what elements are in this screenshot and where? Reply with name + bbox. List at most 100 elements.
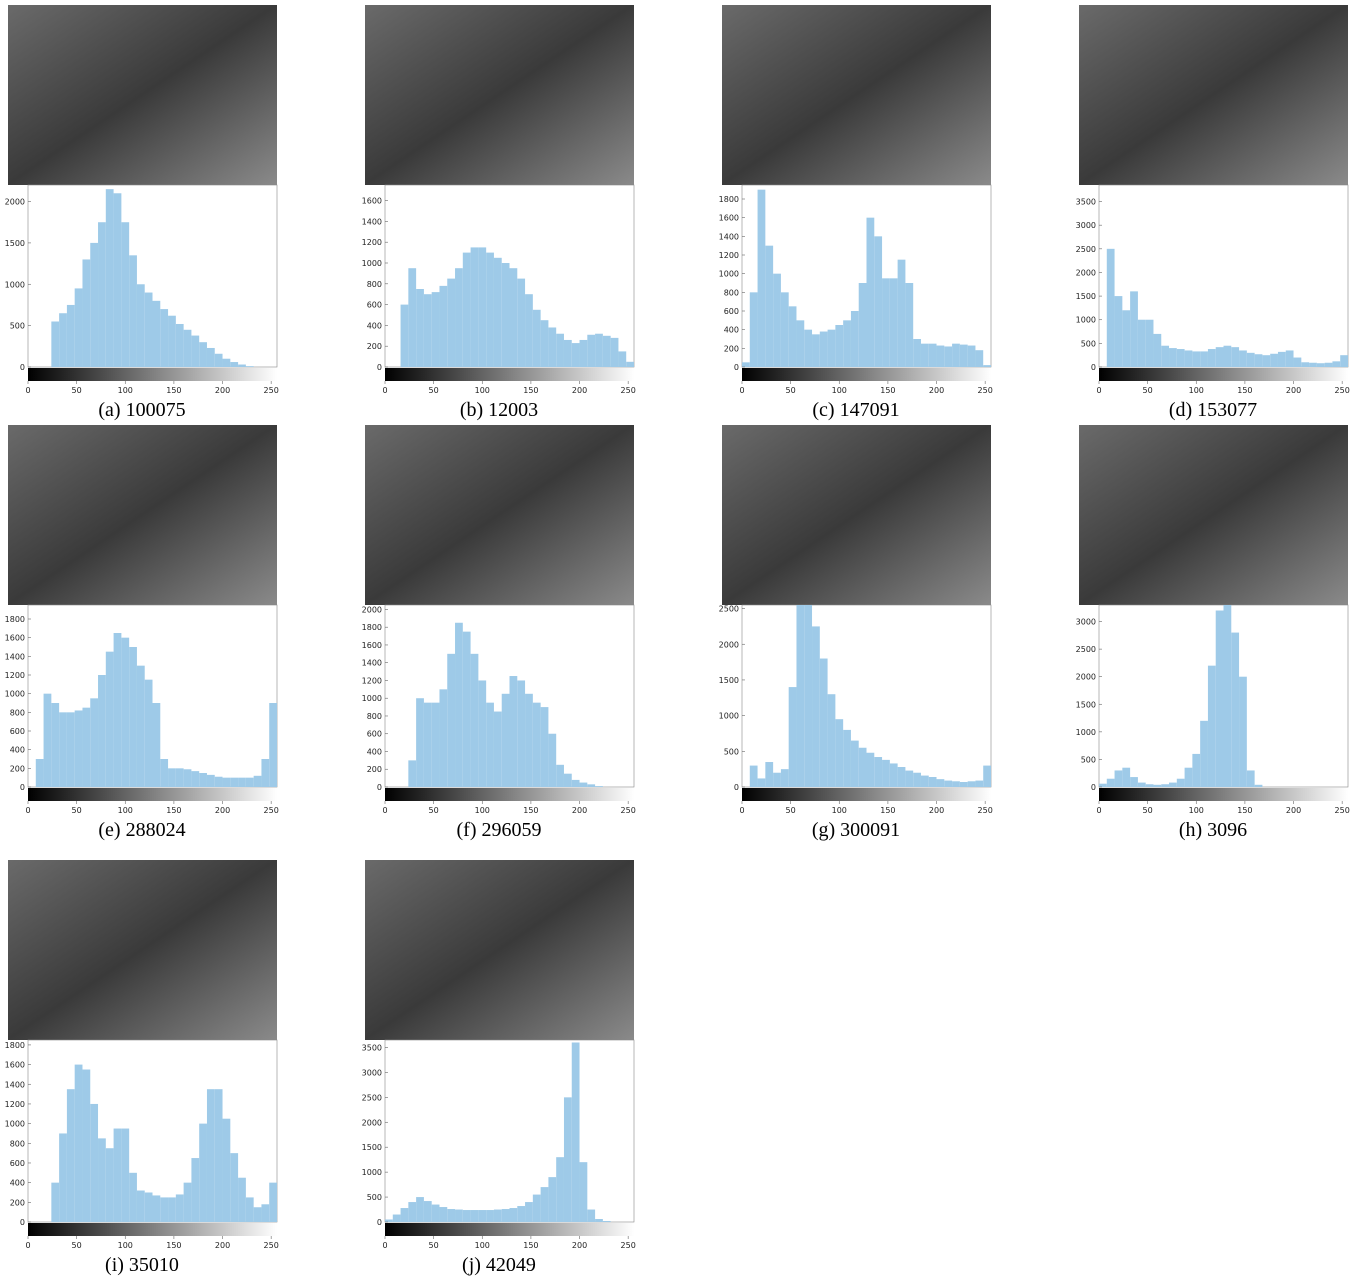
bar (494, 712, 502, 787)
bar (207, 775, 215, 787)
bar (525, 294, 533, 367)
bar (51, 703, 59, 787)
y-tick-label: 200 (367, 342, 382, 351)
bar (812, 334, 820, 367)
bar (121, 1129, 129, 1222)
bar (905, 771, 913, 787)
bar (874, 236, 882, 367)
bar (184, 330, 192, 367)
bar (207, 1089, 215, 1222)
y-tick-label: 200 (367, 765, 382, 774)
x-tick-label: 0 (382, 1241, 387, 1250)
bar (548, 1177, 556, 1222)
y-tick-label: 2000 (719, 640, 739, 649)
x-tick-label: 150 (523, 1241, 538, 1250)
x-tick-label: 100 (832, 806, 847, 815)
bar (36, 759, 44, 787)
bar (494, 258, 502, 367)
bar (215, 777, 223, 787)
y-tick-label: 500 (1081, 339, 1096, 348)
y-tick-label: 2500 (362, 1093, 382, 1102)
bar (541, 1187, 549, 1222)
bar (618, 351, 626, 367)
bar (1153, 785, 1161, 787)
bar (455, 1210, 463, 1222)
bar (1231, 633, 1239, 787)
bar (781, 769, 789, 787)
y-tick-label: 1000 (5, 280, 25, 289)
x-tick-label: 100 (475, 386, 490, 395)
x-tick-label: 100 (832, 386, 847, 395)
bar (564, 774, 572, 787)
y-tick-label: 1200 (362, 676, 382, 685)
x-tick-label: 100 (1189, 386, 1204, 395)
bar (1216, 347, 1224, 367)
y-tick-label: 1000 (5, 690, 25, 699)
y-tick-label: 1600 (719, 214, 739, 223)
bar (556, 765, 564, 787)
bar (1317, 363, 1325, 367)
bar (960, 345, 968, 367)
bar (269, 1183, 277, 1222)
bar (502, 263, 510, 367)
bar (1294, 358, 1302, 367)
bar (238, 365, 246, 367)
colorbar (28, 1223, 277, 1236)
bar (44, 694, 52, 787)
y-tick-label: 1500 (1076, 292, 1096, 301)
bar (898, 767, 906, 787)
x-tick-label: 100 (118, 806, 133, 815)
bar (191, 1158, 199, 1222)
y-tick-label: 200 (10, 764, 25, 773)
x-tick-label: 100 (1189, 806, 1204, 815)
x-tick-label: 250 (978, 386, 993, 395)
x-tick-label: 150 (880, 386, 895, 395)
bar (114, 193, 122, 367)
bar (1161, 784, 1169, 787)
bar (90, 243, 98, 367)
bar (153, 1195, 161, 1222)
bar (937, 346, 945, 367)
y-tick-label: 0 (20, 1218, 25, 1227)
bar (765, 246, 773, 367)
bar (789, 306, 797, 367)
x-tick-label: 50 (786, 386, 796, 395)
x-tick-label: 250 (264, 1241, 279, 1250)
bar (168, 768, 176, 787)
x-tick-label: 50 (72, 1241, 82, 1250)
bar (215, 1089, 223, 1222)
bar (517, 279, 525, 367)
figure: 0500100015002000050100150200250(a) 10007… (0, 0, 1361, 1278)
bar (828, 330, 836, 367)
y-tick-label: 1000 (362, 259, 382, 268)
bar (603, 1221, 611, 1222)
colorbar (385, 368, 634, 381)
y-tick-label: 400 (367, 321, 382, 330)
caption: (g) 300091 (812, 819, 900, 841)
caption: (j) 42049 (462, 1254, 536, 1276)
bar (533, 1195, 541, 1222)
bar (572, 343, 580, 367)
y-tick-label: 800 (724, 288, 739, 297)
bar (191, 336, 199, 367)
bar (510, 268, 518, 367)
bar (773, 773, 781, 787)
y-tick-label: 500 (724, 747, 739, 756)
x-tick-label: 0 (382, 386, 387, 395)
bar (129, 647, 137, 787)
caption: (a) 100075 (98, 399, 185, 421)
colorbar (385, 1223, 634, 1236)
x-tick-label: 200 (572, 386, 587, 395)
y-tick-label: 3000 (362, 1068, 382, 1077)
colorbar (385, 788, 634, 801)
y-tick-label: 1400 (362, 217, 382, 226)
bar (1192, 351, 1200, 367)
y-tick-label: 800 (367, 712, 382, 721)
bar (796, 320, 804, 367)
x-tick-label: 200 (572, 1241, 587, 1250)
caption: (i) 35010 (105, 1254, 179, 1276)
bar (75, 710, 83, 787)
bar (246, 366, 254, 367)
bar (789, 687, 797, 787)
bar (137, 666, 145, 787)
